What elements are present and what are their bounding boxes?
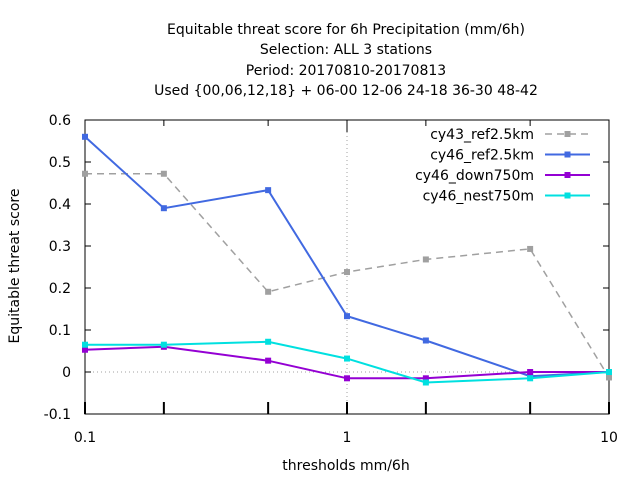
y-tick-label: 0.1 (49, 323, 71, 339)
legend-label: cy46_down750m (415, 168, 534, 184)
legend-label: cy43_ref2.5km (430, 127, 534, 143)
data-point-cy46_ref2.5km (160, 205, 167, 212)
data-point-cy46_nest750m (527, 375, 534, 382)
chart-title: Equitable threat score for 6h Precipitat… (154, 22, 538, 99)
data-point-cy46_ref2.5km (344, 313, 350, 320)
data-point-cy46_down750m (344, 375, 350, 382)
y-tick-label: 0 (62, 365, 71, 381)
title-line-1: Equitable threat score for 6h Precipitat… (167, 22, 525, 38)
title-line-3: Period: 20170810-20170813 (246, 63, 446, 79)
data-point-cy46_nest750m (265, 338, 272, 345)
data-point-cy46_ref2.5km (422, 337, 429, 344)
legend-label: cy46_nest750m (423, 189, 534, 205)
x-tick-label: 1 (343, 430, 352, 446)
legend: cy43_ref2.5km cy46_ref2.5km cy46_down750mc… (415, 127, 590, 205)
axes: -0.1 0 0.1 0.2 0.3 0.4 0.5 0.6 0.1 1 10 (44, 113, 618, 446)
title-line-2: Selection: ALL 3 stations (260, 42, 432, 58)
data-point-cy46_ref2.5km (265, 187, 272, 194)
x-tick-label: 10 (600, 430, 618, 446)
y-tick-label: 0.5 (49, 155, 71, 171)
x-axis-label: thresholds mm/6h (282, 458, 409, 474)
data-point-cy46_down750m (265, 357, 272, 364)
x-tick-label: 0.1 (74, 430, 96, 446)
y-tick-label: 0.2 (49, 281, 71, 297)
data-point-cy46_down750m (422, 375, 429, 382)
data-point-cy43_ref2.5km (606, 374, 612, 381)
data-point-cy43_ref2.5km (422, 256, 429, 263)
data-point-cy43_ref2.5km (527, 245, 534, 252)
y-tick-label: 0.3 (49, 239, 71, 255)
data-point-cy46_nest750m (606, 369, 612, 375)
legend-marker (564, 192, 571, 199)
data-point-cy46_nest750m (422, 379, 429, 386)
series (82, 133, 612, 386)
data-point-cy43_ref2.5km (265, 288, 272, 295)
y-tick-label: 0.4 (49, 197, 71, 213)
legend-marker (564, 151, 571, 158)
y-tick-label: 0.6 (49, 113, 71, 129)
y-tick-label: -0.1 (44, 407, 71, 423)
legend-label: cy46_ref2.5km (430, 148, 534, 164)
legend-marker (564, 172, 571, 178)
data-point-cy46_nest750m (82, 341, 88, 348)
data-point-cy46_ref2.5km (82, 133, 88, 140)
data-point-cy46_nest750m (160, 341, 167, 348)
data-point-cy46_down750m (82, 346, 88, 353)
data-point-cy46_down750m (527, 369, 534, 375)
data-point-cy46_nest750m (344, 355, 350, 362)
title-line-4: Used {00,06,12,18} + 06-00 12-06 24-18 3… (154, 83, 538, 99)
data-point-cy43_ref2.5km (344, 269, 350, 276)
y-axis-label: Equitable threat score (7, 189, 23, 344)
legend-marker (564, 131, 571, 137)
data-point-cy43_ref2.5km (160, 170, 167, 177)
data-point-cy43_ref2.5km (82, 170, 88, 177)
